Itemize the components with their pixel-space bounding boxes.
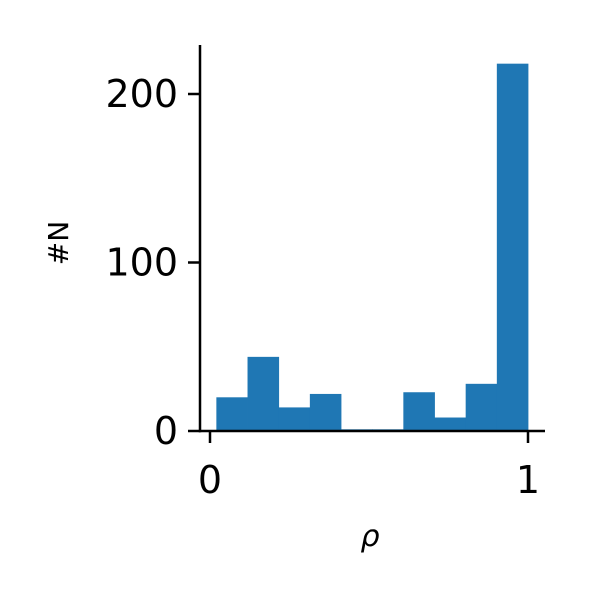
y-tick-label: 0 <box>154 409 178 453</box>
histogram-bar-6 <box>403 392 435 431</box>
y-tick-label: 200 <box>105 72 178 116</box>
histogram-bar-0 <box>216 397 248 431</box>
histogram-bars <box>216 63 529 432</box>
histogram-bar-9 <box>496 63 529 432</box>
y-ticks: 0 100 200 <box>105 72 200 453</box>
x-axis-label: ρ <box>360 519 379 554</box>
x-tick-label: 0 <box>198 458 222 502</box>
x-tick-label: 1 <box>516 458 540 502</box>
histogram-bar-3 <box>309 393 342 431</box>
histogram-bar-8 <box>465 383 498 431</box>
y-axis-label: #N <box>42 221 75 265</box>
y-tick-label: 100 <box>105 241 178 285</box>
histogram-bar-7 <box>434 417 467 431</box>
histogram-bar-1 <box>247 356 280 431</box>
histogram-bar-2 <box>278 407 311 431</box>
